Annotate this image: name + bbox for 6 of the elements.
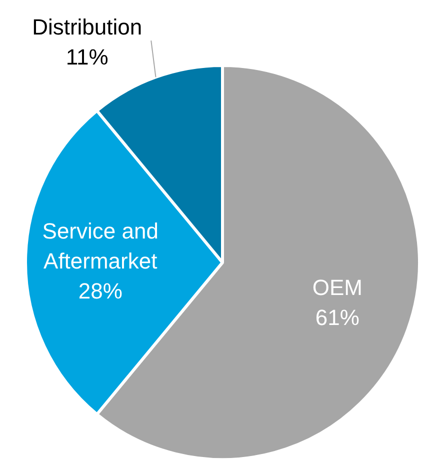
data-label: 61% xyxy=(315,304,360,330)
data-label: 11% xyxy=(66,44,108,70)
slice-label: Service and Aftermarket xyxy=(42,218,158,274)
data-label: 28% xyxy=(78,278,122,304)
slice-label: OEM xyxy=(312,274,362,300)
slice-label: Distribution xyxy=(32,14,142,40)
